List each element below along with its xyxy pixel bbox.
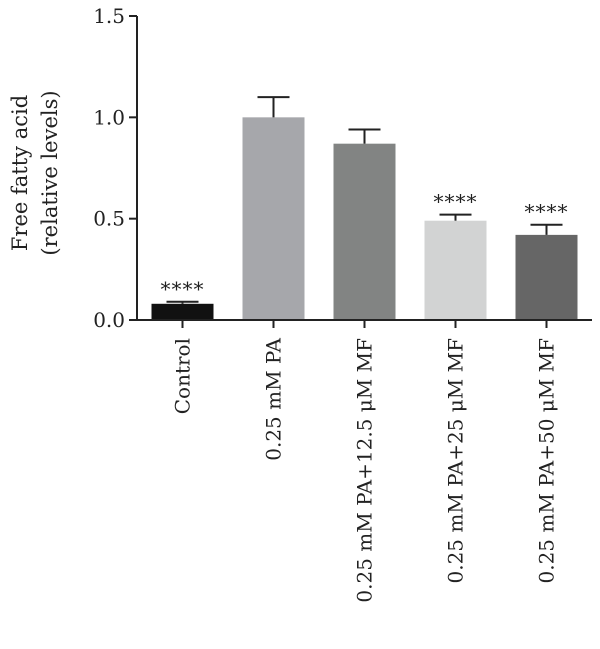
y-tick-label: 0.0 [93,308,125,332]
x-tick-label: Control [171,338,195,414]
y-tick-label: 1.0 [93,105,125,129]
bars [139,117,590,328]
x-tick-label: 0.25 mM PA [262,337,286,460]
significance-label: **** [434,190,478,214]
y-axis-title-line-2: (relative levels) [38,90,62,255]
y-axis-title: Free fatty acid (relative levels) [8,90,62,255]
x-tick-label: 0.25 mM PA+12.5 μM MF [353,338,377,603]
significance-label: **** [525,200,569,224]
bar [151,303,214,320]
x-tick-label: 0.25 mM PA+50 μM MF [535,338,559,584]
significance-label: **** [161,277,205,301]
bar [242,117,305,320]
significance-labels: **** **** **** [161,190,569,301]
bar [515,234,578,320]
x-axis-labels: Control 0.25 mM PA 0.25 mM PA+12.5 μM MF 0.… [171,337,559,602]
y-tick-label: 0.5 [93,207,125,231]
bar [333,143,396,320]
y-tick-label: 1.5 [93,4,125,28]
y-axis-ticks: 0.0 0.5 1.0 1.5 [93,4,137,332]
bar [424,220,487,320]
x-tick-label: 0.25 mM PA+25 μM MF [444,338,468,584]
error-bars [166,96,563,304]
y-axis-title-line-1: Free fatty acid [8,95,32,251]
